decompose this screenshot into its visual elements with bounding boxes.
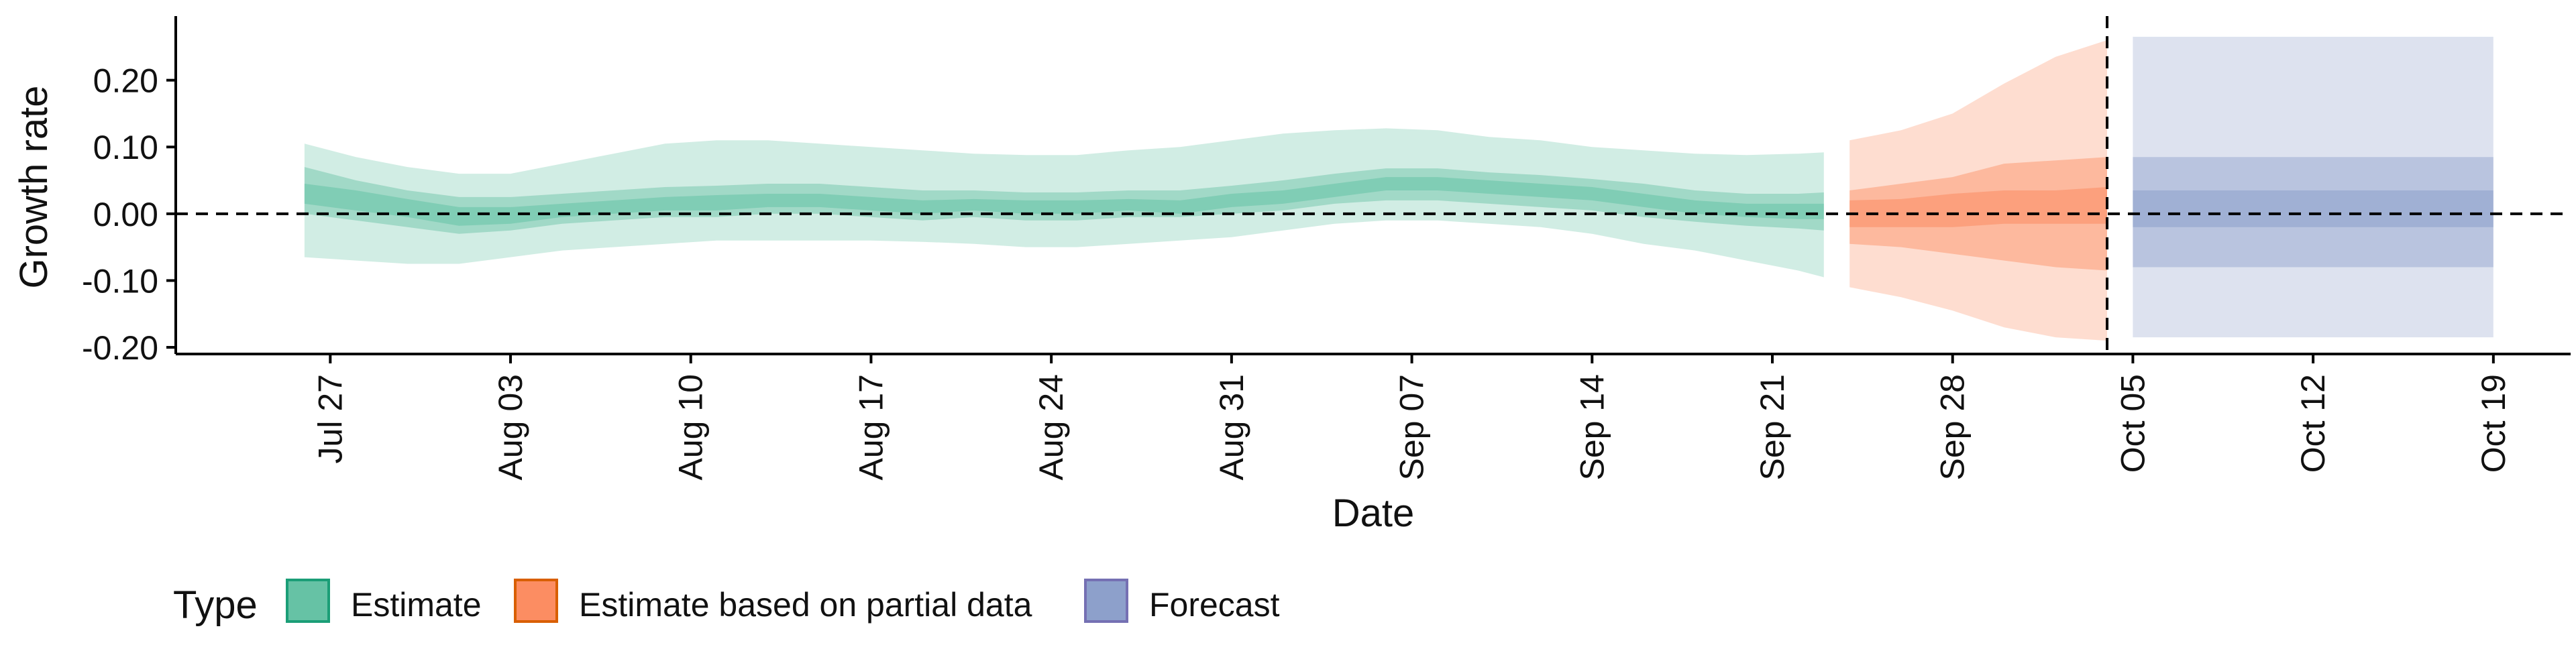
reference-lines [176,16,2571,354]
band-ci-20-estimate [304,177,1824,226]
legend-label-estimate: Estimate [351,586,482,624]
x-tick-label: Aug 10 [672,374,710,480]
x-tick-label: Aug 31 [1213,374,1250,480]
legend-title: Type [173,583,258,627]
x-axis-title: Date [1332,491,1415,535]
legend-swatch-forecast [1084,579,1128,623]
x-tick-label: Oct 05 [2114,374,2151,473]
x-tick-label: Aug 17 [853,374,890,480]
band-ci-90-estimate-based-on-partial-data [1849,40,2107,341]
x-tick-label: Sep 28 [1934,374,1972,480]
x-tick-label: Aug 03 [492,374,529,480]
legend: Type Estimate Estimate based on partial d… [173,579,1280,627]
legend-label-estimate-based-on-partial-data: Estimate based on partial data [579,586,1032,624]
y-tick-label: 0.00 [93,196,158,233]
legend-items: Estimate Estimate based on partial data Fo… [286,579,1280,624]
x-tick-label: Oct 19 [2475,374,2512,473]
legend-label-forecast: Forecast [1149,586,1280,624]
x-tick-label: Sep 07 [1393,374,1431,480]
legend-swatch-estimate-based-on-partial-data [514,579,558,623]
bands-layer [304,36,2493,341]
x-tick-label: Sep 14 [1573,374,1611,480]
y-tick-label: 0.20 [93,62,158,100]
y-tick-label: 0.10 [93,129,158,166]
y-tick-label: -0.10 [82,262,158,300]
x-tick-label: Sep 21 [1754,374,1791,480]
series-estimate-based-on-partial-data [1849,40,2107,341]
series-estimate [304,128,1824,278]
y-axis-title: Growth rate [12,86,56,289]
y-tick-label: -0.20 [82,329,158,367]
axes: -0.20 -0.10 0.00 0.10 0.20 Jul 27 Aug 03 Aug 10… [82,16,2571,480]
x-tick-label: Oct 12 [2294,374,2332,473]
series-forecast [2133,36,2493,338]
x-tick-label: Aug 24 [1032,374,1070,480]
band-ci-20-estimate-based-on-partial-data [1849,187,2107,227]
x-tick-label: Jul 27 [311,374,349,463]
band-ci-90-forecast [2133,36,2493,338]
band-ci-20-forecast [2133,190,2493,227]
legend-swatch-estimate [286,579,330,623]
